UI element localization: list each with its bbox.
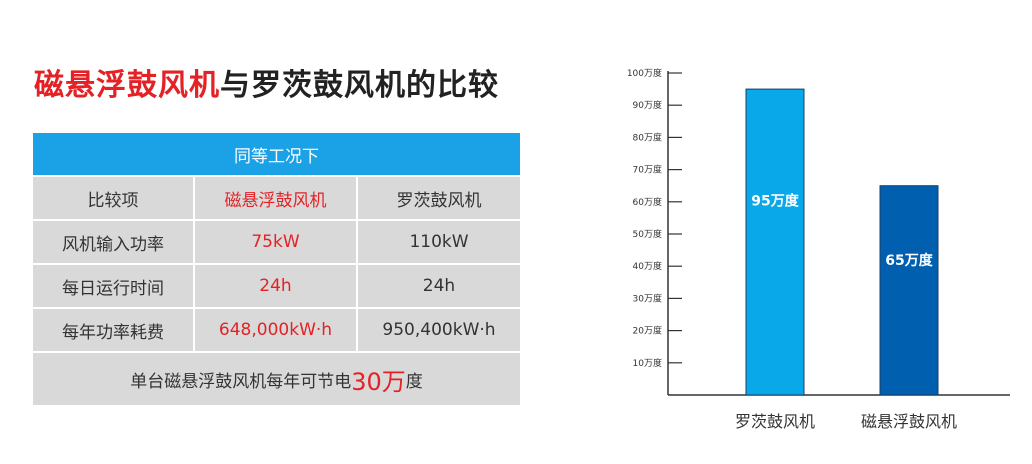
bar-value-label: 95万度 <box>751 192 799 209</box>
bar <box>879 185 939 396</box>
footer-savings-value: 30万 <box>351 367 406 396</box>
header-maglev: 磁悬浮鼓风机 <box>195 177 356 219</box>
header-item: 比较项 <box>33 177 193 219</box>
table-header-row: 比较项 磁悬浮鼓风机 罗茨鼓风机 <box>33 177 520 219</box>
title-highlight: 磁悬浮鼓风机 <box>34 68 220 103</box>
table-caption-row: 同等工况下 <box>33 133 520 175</box>
header-roots: 罗茨鼓风机 <box>358 177 520 219</box>
page-title: 磁悬浮鼓风机与罗茨鼓风机的比较 <box>34 60 499 104</box>
row-label: 风机输入功率 <box>33 221 193 263</box>
y-tick-label: 80万度 <box>633 131 662 143</box>
row-label: 每年功率耗费 <box>33 309 193 351</box>
table-footer: 单台磁悬浮鼓风机每年可节电 30万度 <box>33 353 520 405</box>
comparison-table: 同等工况下 比较项 磁悬浮鼓风机 罗茨鼓风机 风机输入功率 75kW 110kW… <box>33 133 520 407</box>
footer-text-before: 单台磁悬浮鼓风机每年可节电 <box>130 371 352 392</box>
row-roots-value: 950,400kW·h <box>358 309 520 351</box>
table-row: 每日运行时间 24h 24h <box>33 265 520 307</box>
x-category-label: 磁悬浮鼓风机 <box>861 412 957 431</box>
table-caption: 同等工况下 <box>234 146 319 167</box>
y-tick-label: 100万度 <box>627 67 662 79</box>
row-maglev-value: 24h <box>195 265 356 307</box>
y-tick-label: 90万度 <box>633 99 662 111</box>
y-tick-label: 10万度 <box>633 357 662 369</box>
bar <box>745 88 805 396</box>
y-tick-label: 70万度 <box>633 164 662 176</box>
y-tick-label: 40万度 <box>633 260 662 272</box>
title-rest: 与罗茨鼓风机的比较 <box>220 68 499 103</box>
row-roots-value: 110kW <box>358 221 520 263</box>
y-tick-label: 50万度 <box>633 228 662 240</box>
x-category-label: 罗茨鼓风机 <box>735 412 815 431</box>
y-tick-label: 20万度 <box>633 325 662 337</box>
row-maglev-value: 75kW <box>195 221 356 263</box>
table-row: 每年功率耗费 648,000kW·h 950,400kW·h <box>33 309 520 351</box>
row-maglev-value: 648,000kW·h <box>195 309 356 351</box>
footer-text-after: 度 <box>405 371 423 392</box>
row-roots-value: 24h <box>358 265 520 307</box>
table-row: 风机输入功率 75kW 110kW <box>33 221 520 263</box>
bar-value-label: 65万度 <box>885 252 933 269</box>
y-tick-label: 60万度 <box>633 196 662 208</box>
y-tick-label: 30万度 <box>633 292 662 304</box>
row-label: 每日运行时间 <box>33 265 193 307</box>
